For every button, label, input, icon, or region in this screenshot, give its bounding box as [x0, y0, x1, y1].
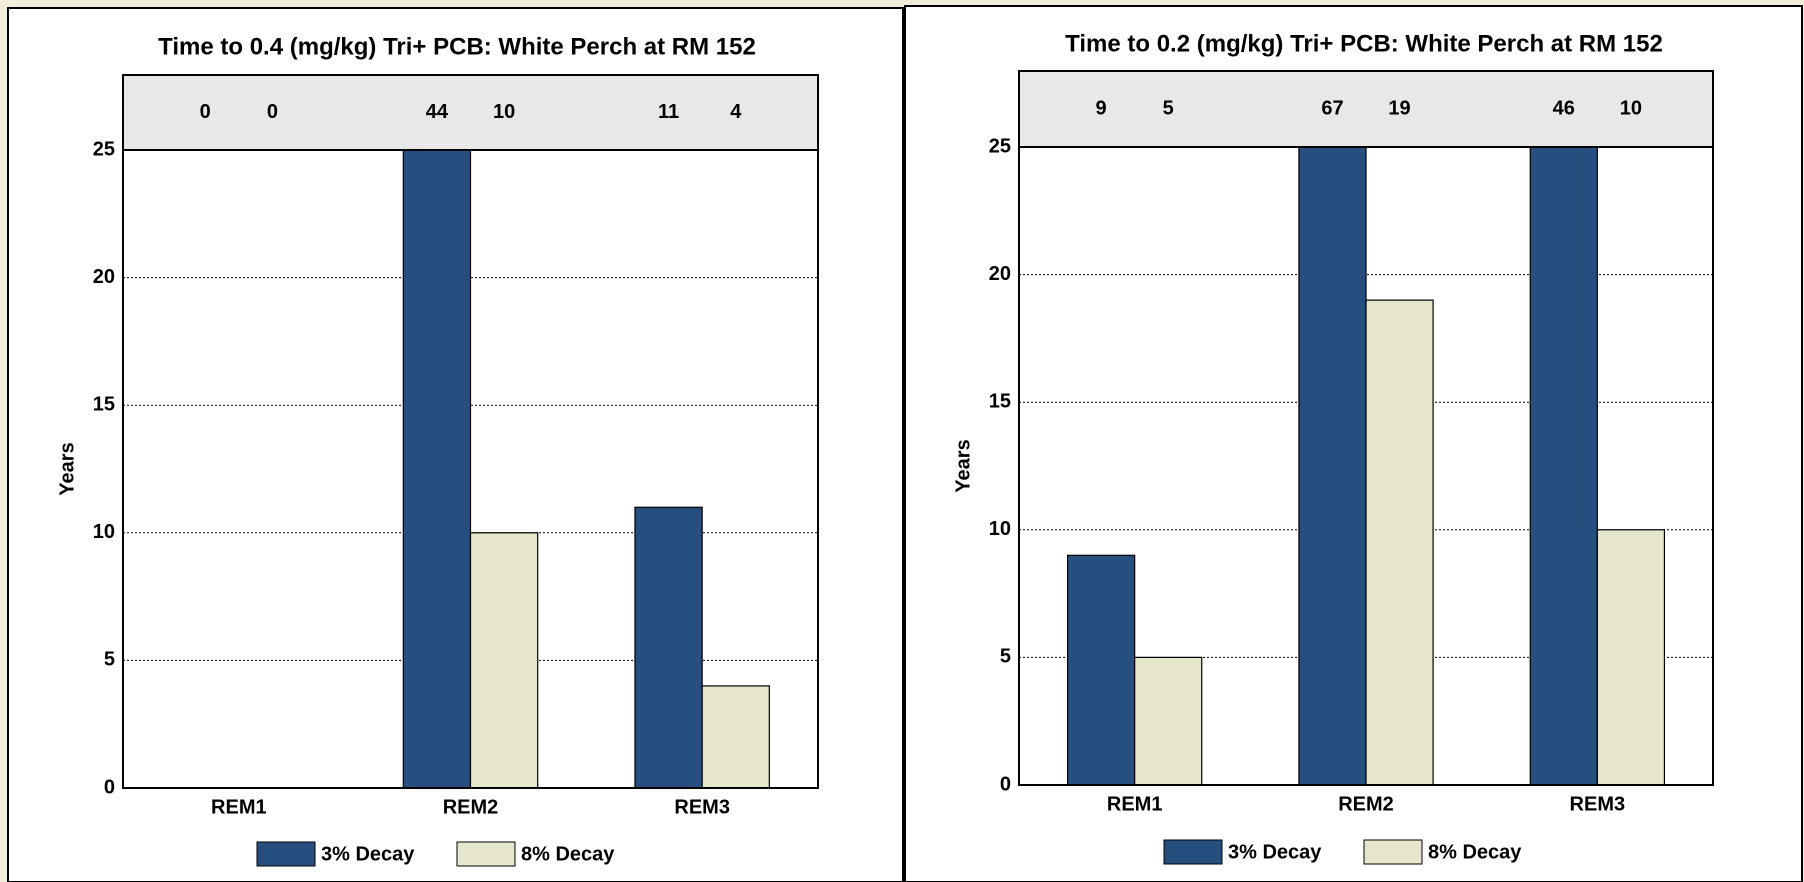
bar	[1298, 147, 1367, 785]
y-tick-label: 20	[989, 263, 1011, 285]
y-tick-label: 10	[989, 518, 1011, 540]
bar	[402, 150, 472, 788]
y-tick-label: 25	[989, 135, 1011, 157]
value-label: 10	[493, 101, 515, 123]
x-tick-label: REM1	[211, 796, 267, 818]
plot-frame	[122, 149, 819, 789]
value-label: 19	[1388, 97, 1410, 119]
y-tick-label: 25	[93, 138, 115, 160]
legend-swatch	[256, 841, 316, 867]
bar	[469, 532, 539, 788]
value-label: 5	[1163, 97, 1174, 119]
bar	[634, 506, 703, 788]
value-label: 11	[658, 101, 679, 123]
bars	[1066, 147, 1666, 785]
bar	[1529, 147, 1598, 785]
y-tick-label: 20	[93, 266, 115, 288]
y-tick-label: 0	[1000, 773, 1011, 795]
bar	[1596, 529, 1666, 785]
value-label: 10	[1620, 97, 1642, 119]
value-label: 0	[200, 101, 211, 123]
x-tick-label: REM3	[674, 796, 730, 818]
value-label: 4	[730, 101, 742, 123]
bar	[1365, 299, 1434, 785]
value-band	[122, 74, 819, 151]
y-axis-label: Years	[952, 439, 974, 492]
x-tick-label: REM3	[1570, 793, 1626, 815]
y-tick-label: 10	[93, 521, 115, 543]
legend-label: 3% Decay	[321, 843, 415, 865]
value-label: 67	[1321, 97, 1343, 119]
bar	[1066, 554, 1136, 785]
chart-title: Time to 0.4 (mg/kg) Tri+ PCB: White Perc…	[158, 33, 756, 60]
value-label: 44	[426, 101, 449, 123]
legend-label: 8% Decay	[521, 843, 615, 865]
value-label: 0	[267, 101, 278, 123]
y-tick-label: 15	[989, 390, 1011, 412]
y-tick-label: 15	[93, 393, 115, 415]
y-axis-label: Years	[56, 442, 78, 495]
legend-label: 8% Decay	[1428, 841, 1522, 863]
legend-swatch	[1363, 839, 1423, 865]
legend-label: 3% Decay	[1228, 841, 1322, 863]
x-tick-label: REM2	[443, 796, 499, 818]
plot-frame	[1018, 146, 1714, 786]
bars	[402, 150, 770, 788]
legend-swatch	[1163, 839, 1223, 865]
x-tick-label: REM2	[1338, 793, 1394, 815]
y-tick-label: 0	[104, 776, 115, 798]
value-label: 46	[1553, 97, 1575, 119]
y-tick-label: 5	[1000, 646, 1011, 668]
chart-title: Time to 0.2 (mg/kg) Tri+ PCB: White Perc…	[1065, 30, 1663, 57]
bar	[1134, 656, 1203, 785]
value-band	[1018, 70, 1714, 148]
bar	[701, 685, 770, 788]
y-tick-label: 5	[104, 649, 115, 671]
x-tick-label: REM1	[1107, 793, 1163, 815]
legend-swatch	[456, 841, 516, 867]
value-label: 9	[1096, 97, 1107, 119]
